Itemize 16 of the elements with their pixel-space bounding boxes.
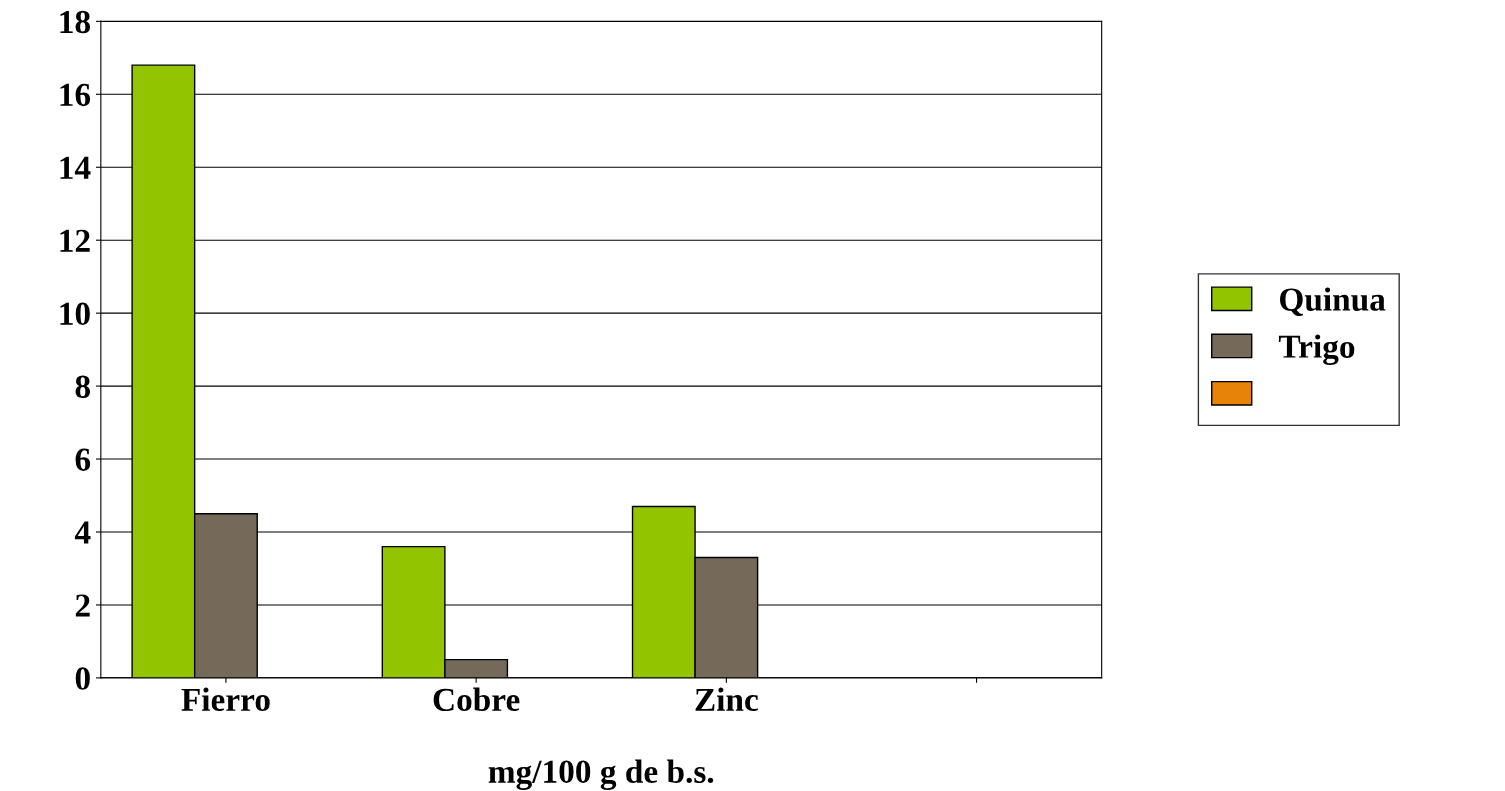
y-tick-label: 8 <box>75 375 91 398</box>
y-tick-label: 4 <box>74 521 91 544</box>
y-tick-label: 16 <box>60 83 91 107</box>
x-tick-label: Cobre <box>433 687 520 712</box>
y-tick-label: 2 <box>75 594 90 617</box>
x-tick-label: Zinc <box>695 687 758 712</box>
y-tick-label: 12 <box>60 229 90 252</box>
x-tick-label: Fierro <box>181 687 270 712</box>
y-tick-label: 0 <box>75 667 90 690</box>
x-axis-title: mg/100 g de b.s. <box>488 759 714 790</box>
legend-label: Quinua <box>1280 287 1386 316</box>
y-tick-label: 18 <box>60 10 91 34</box>
y-tick-label: 6 <box>75 448 91 471</box>
y-tick-label: 10 <box>60 302 90 326</box>
legend-label: Trigo <box>1278 334 1355 365</box>
y-tick-label: 14 <box>60 156 91 179</box>
